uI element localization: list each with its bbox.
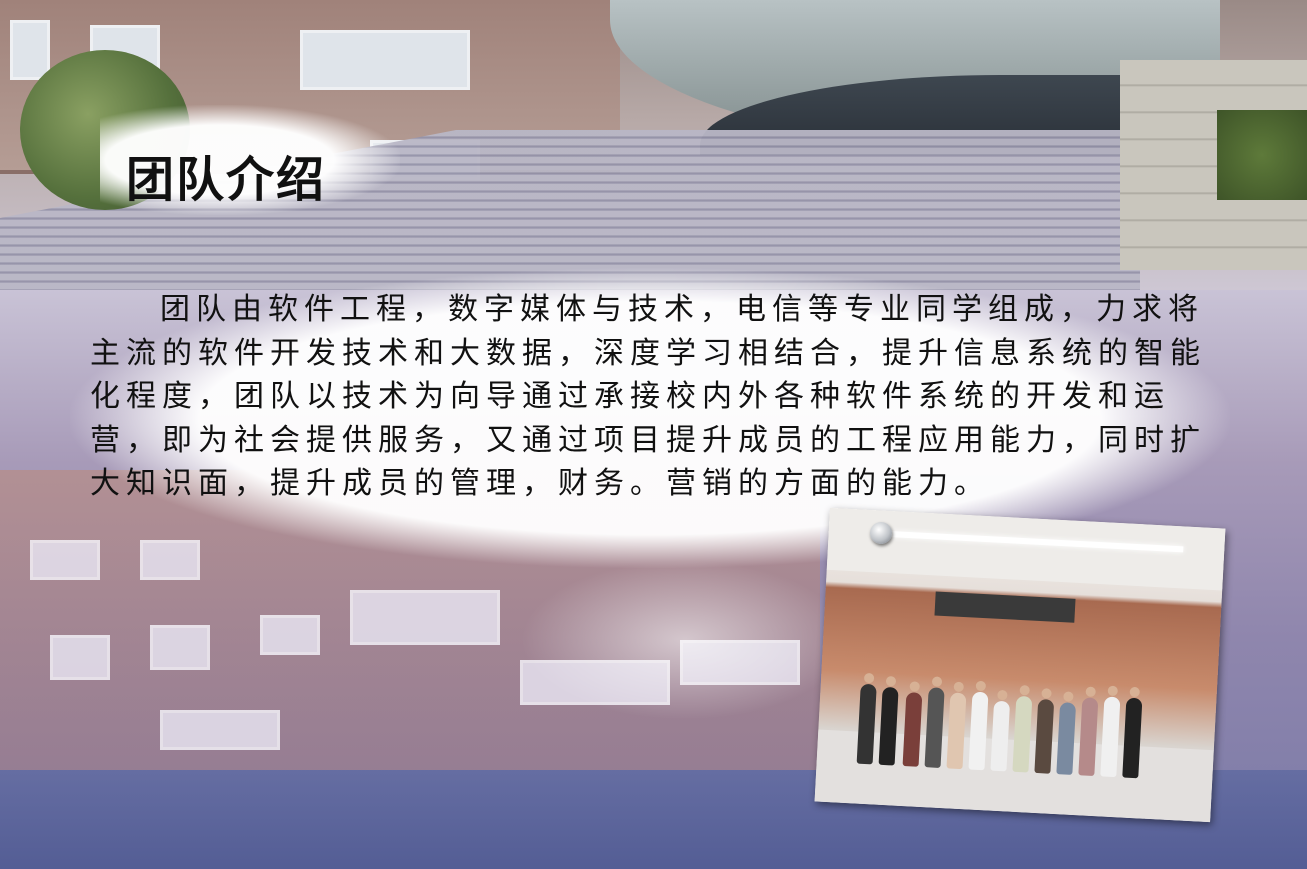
team-photo (814, 507, 1226, 823)
pin-icon (870, 522, 892, 544)
page-title: 团队介绍 (126, 152, 327, 208)
team-description: 团队由软件工程，数字媒体与技术，电信等专业同学组成，力求将主流的软件开发技术和大… (90, 292, 1206, 501)
title-bubble (100, 105, 400, 215)
